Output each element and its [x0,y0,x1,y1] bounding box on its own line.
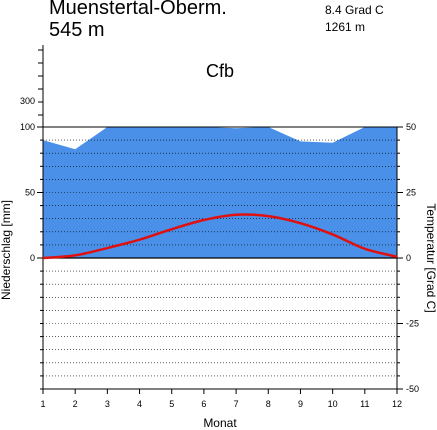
x-tick-label: 12 [392,399,402,409]
station-elevation: 545 m [49,19,105,41]
annual-precipitation: 1261 m [325,20,366,34]
left-tick-label: 50 [25,188,35,198]
climate-classification: Cfb [206,61,235,81]
x-tick-label: 7 [234,399,239,409]
x-tick-label: 2 [73,399,78,409]
x-tick-label: 11 [360,399,369,409]
x-tick-label: 5 [169,399,174,409]
right-tick-label: 25 [406,188,416,198]
temperature-line [42,213,398,260]
y-axis-label-right: Temperatur [Grad C] [424,203,437,312]
x-tick-label: 8 [266,399,271,409]
left-tick-label: 300 [20,96,35,106]
x-tick-label: 10 [328,399,338,409]
x-tick-label: 4 [137,399,142,409]
left-tick-label: 100 [20,122,35,132]
x-tick-label: 9 [298,399,303,409]
right-tick-label: 50 [406,122,416,132]
x-axis-label: Monat [203,416,237,430]
right-tick-label: -50 [406,384,419,394]
x-tick-label: 6 [201,399,206,409]
right-tick-label: -25 [406,319,419,329]
left-tick-label: 0 [30,253,35,263]
mean-temperature: 8.4 Grad C [325,3,384,17]
right-tick-label: 0 [406,253,411,263]
x-tick-label: 1 [40,399,45,409]
x-tick-label: 3 [105,399,110,409]
station-name: Muenstertal-Oberm. [49,0,227,19]
y-axis-label-left: Niederschlag [mm] [0,200,13,300]
